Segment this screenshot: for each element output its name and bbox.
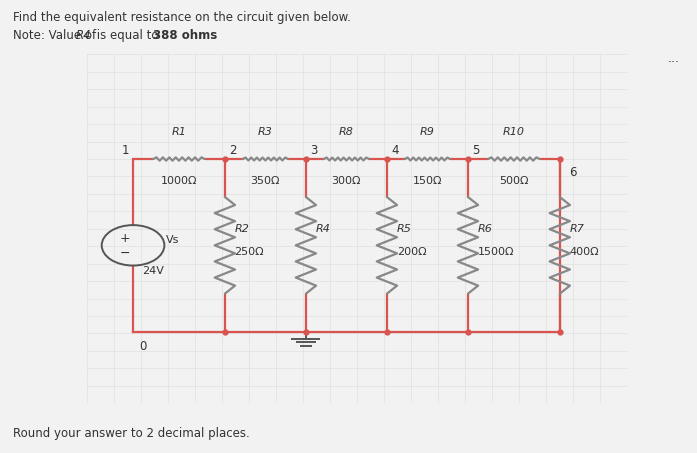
Text: 6: 6 [569, 166, 577, 179]
Text: R4: R4 [76, 29, 91, 43]
Text: R10: R10 [503, 127, 525, 137]
Text: 200Ω: 200Ω [397, 247, 427, 257]
Text: 1000Ω: 1000Ω [161, 177, 197, 187]
Text: ...: ... [668, 52, 680, 65]
Text: R5: R5 [397, 224, 411, 234]
Text: Find the equivalent resistance on the circuit given below.: Find the equivalent resistance on the ci… [13, 11, 351, 24]
Text: 300Ω: 300Ω [332, 177, 361, 187]
Text: 5: 5 [473, 144, 480, 157]
Text: 350Ω: 350Ω [251, 177, 280, 187]
Text: R4: R4 [316, 224, 330, 234]
Text: 0: 0 [139, 340, 147, 353]
Text: 500Ω: 500Ω [499, 177, 528, 187]
Text: 400Ω: 400Ω [569, 247, 599, 257]
Text: Round your answer to 2 decimal places.: Round your answer to 2 decimal places. [13, 427, 250, 440]
Text: is equal to: is equal to [93, 29, 162, 43]
Text: 250Ω: 250Ω [235, 247, 264, 257]
Text: 1: 1 [121, 144, 129, 157]
Text: 3: 3 [310, 144, 318, 157]
Text: 1500Ω: 1500Ω [477, 247, 514, 257]
Text: R2: R2 [235, 224, 250, 234]
Text: R9: R9 [420, 127, 435, 137]
Text: Note: Value of: Note: Value of [13, 29, 100, 43]
Text: 150Ω: 150Ω [413, 177, 442, 187]
Text: R1: R1 [171, 127, 186, 137]
Text: +: + [120, 232, 130, 246]
Text: R7: R7 [569, 224, 584, 234]
Text: −: − [120, 246, 130, 260]
Text: .: . [210, 29, 214, 43]
Text: 388 ohms: 388 ohms [153, 29, 217, 43]
Text: R3: R3 [258, 127, 273, 137]
Text: R6: R6 [477, 224, 493, 234]
Text: Vs: Vs [166, 235, 179, 245]
Text: 4: 4 [391, 144, 399, 157]
Text: 24V: 24V [142, 265, 164, 275]
Text: 2: 2 [229, 144, 237, 157]
Text: R8: R8 [339, 127, 354, 137]
